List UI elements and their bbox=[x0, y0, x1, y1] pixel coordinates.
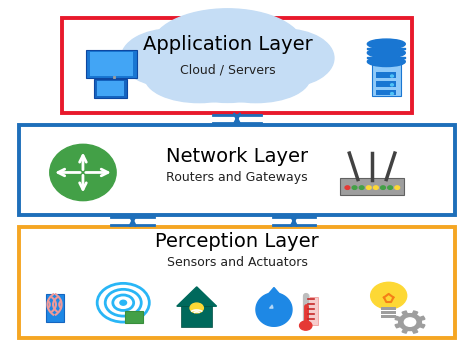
Ellipse shape bbox=[367, 39, 405, 49]
Circle shape bbox=[300, 321, 312, 330]
Circle shape bbox=[371, 282, 407, 309]
FancyBboxPatch shape bbox=[19, 125, 455, 215]
Ellipse shape bbox=[202, 52, 310, 103]
FancyBboxPatch shape bbox=[19, 227, 455, 338]
Polygon shape bbox=[177, 287, 217, 306]
Circle shape bbox=[388, 186, 392, 189]
FancyBboxPatch shape bbox=[62, 18, 412, 113]
Ellipse shape bbox=[367, 57, 405, 67]
Circle shape bbox=[381, 186, 385, 189]
FancyBboxPatch shape bbox=[376, 90, 396, 95]
Circle shape bbox=[391, 75, 393, 77]
Text: Sensors and Actuators: Sensors and Actuators bbox=[166, 256, 308, 269]
Circle shape bbox=[120, 300, 127, 305]
FancyBboxPatch shape bbox=[86, 50, 137, 78]
FancyBboxPatch shape bbox=[181, 306, 212, 327]
Polygon shape bbox=[395, 311, 425, 333]
Ellipse shape bbox=[145, 52, 253, 103]
Polygon shape bbox=[269, 305, 273, 308]
Circle shape bbox=[391, 93, 393, 95]
FancyBboxPatch shape bbox=[94, 79, 127, 98]
Circle shape bbox=[374, 186, 378, 189]
FancyBboxPatch shape bbox=[340, 178, 404, 195]
Circle shape bbox=[404, 318, 416, 326]
Circle shape bbox=[391, 84, 393, 86]
Ellipse shape bbox=[121, 29, 220, 87]
Circle shape bbox=[190, 303, 203, 313]
FancyBboxPatch shape bbox=[90, 52, 133, 76]
Circle shape bbox=[352, 186, 357, 189]
FancyBboxPatch shape bbox=[376, 81, 396, 87]
FancyBboxPatch shape bbox=[372, 64, 401, 96]
Circle shape bbox=[359, 186, 364, 189]
FancyBboxPatch shape bbox=[376, 72, 396, 78]
FancyBboxPatch shape bbox=[46, 294, 64, 322]
Text: Routers and Gateways: Routers and Gateways bbox=[166, 171, 308, 184]
FancyBboxPatch shape bbox=[381, 311, 396, 314]
Ellipse shape bbox=[50, 144, 116, 201]
Polygon shape bbox=[268, 288, 280, 295]
Text: Cloud / Servers: Cloud / Servers bbox=[180, 64, 275, 77]
Circle shape bbox=[395, 186, 400, 189]
Circle shape bbox=[366, 186, 371, 189]
FancyBboxPatch shape bbox=[125, 311, 143, 323]
FancyBboxPatch shape bbox=[307, 297, 318, 325]
Text: Perception Layer: Perception Layer bbox=[155, 232, 319, 251]
Circle shape bbox=[345, 186, 350, 189]
Ellipse shape bbox=[173, 56, 282, 102]
FancyBboxPatch shape bbox=[381, 315, 396, 318]
Polygon shape bbox=[256, 293, 292, 326]
Ellipse shape bbox=[367, 48, 405, 58]
Ellipse shape bbox=[235, 29, 334, 87]
FancyBboxPatch shape bbox=[97, 81, 124, 96]
Ellipse shape bbox=[151, 9, 304, 86]
FancyBboxPatch shape bbox=[381, 307, 396, 310]
Text: Network Layer: Network Layer bbox=[166, 147, 308, 166]
Text: Application Layer: Application Layer bbox=[143, 34, 312, 54]
